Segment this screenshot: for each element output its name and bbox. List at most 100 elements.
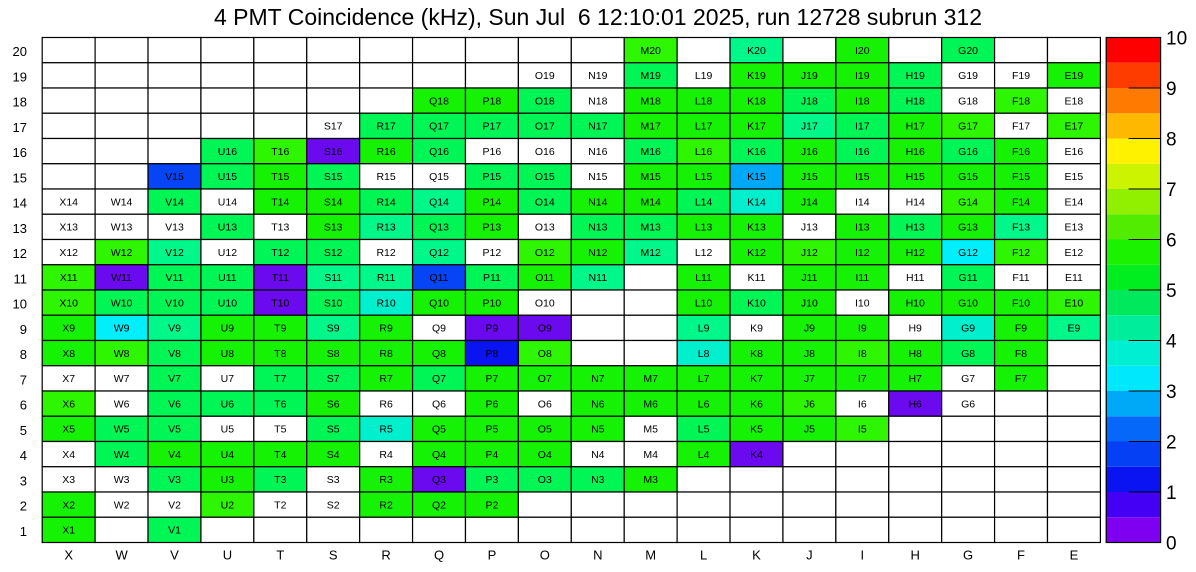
svg-text:U7: U7 [221,373,235,385]
svg-text:H6: H6 [908,398,922,410]
svg-text:V15: V15 [165,171,184,183]
svg-text:M3: M3 [643,474,658,486]
svg-text:U12: U12 [218,247,237,259]
svg-text:N7: N7 [591,373,605,385]
svg-text:L18: L18 [695,95,713,107]
svg-text:M20: M20 [640,45,661,57]
svg-text:P5: P5 [485,424,498,436]
svg-text:U2: U2 [221,499,235,511]
svg-text:R17: R17 [376,121,395,133]
svg-text:0: 0 [1166,533,1177,554]
svg-text:U9: U9 [221,323,235,335]
svg-text:G8: G8 [961,348,975,360]
svg-text:W14: W14 [111,196,133,208]
svg-text:H11: H11 [906,272,925,284]
svg-text:O13: O13 [535,222,555,234]
svg-text:11: 11 [14,271,28,286]
svg-text:X3: X3 [62,474,75,486]
svg-text:S4: S4 [327,449,340,461]
svg-text:K7: K7 [750,373,763,385]
svg-text:W4: W4 [114,449,130,461]
svg-text:K: K [752,547,761,562]
svg-text:I12: I12 [855,247,870,259]
svg-text:V7: V7 [168,373,181,385]
svg-text:J18: J18 [801,95,818,107]
svg-text:M18: M18 [640,95,661,107]
svg-text:P12: P12 [483,247,502,259]
svg-text:L15: L15 [695,171,713,183]
svg-text:S10: S10 [324,297,343,309]
svg-text:J16: J16 [801,146,818,158]
svg-text:S14: S14 [324,196,343,208]
svg-text:N17: N17 [588,121,607,133]
svg-text:F19: F19 [1012,70,1030,82]
svg-text:M13: M13 [640,222,661,234]
svg-text:Q5: Q5 [432,424,446,436]
svg-text:12: 12 [13,246,27,261]
svg-text:N: N [593,547,602,562]
svg-text:O12: O12 [535,247,555,259]
svg-text:U3: U3 [221,474,235,486]
svg-text:T11: T11 [272,272,289,284]
svg-text:7: 7 [1166,180,1177,201]
svg-text:K5: K5 [750,424,763,436]
svg-text:F15: F15 [1012,171,1030,183]
svg-text:W12: W12 [111,247,133,259]
svg-text:E15: E15 [1065,171,1084,183]
svg-text:K14: K14 [747,196,766,208]
svg-text:10: 10 [13,297,27,312]
svg-text:U14: U14 [218,196,237,208]
svg-text:V2: V2 [168,499,181,511]
svg-text:20: 20 [13,44,27,59]
svg-text:I: I [860,547,864,562]
svg-text:V8: V8 [168,348,181,360]
svg-text:V14: V14 [165,196,184,208]
svg-text:3: 3 [20,473,27,488]
svg-text:O4: O4 [538,449,552,461]
svg-text:G12: G12 [958,247,978,259]
svg-text:F8: F8 [1015,348,1027,360]
svg-text:E19: E19 [1065,70,1084,82]
svg-text:S17: S17 [324,121,343,133]
svg-text:F13: F13 [1012,222,1030,234]
svg-text:I5: I5 [858,424,867,436]
svg-text:1: 1 [1166,483,1177,504]
svg-text:K10: K10 [747,297,766,309]
svg-text:V11: V11 [166,272,184,284]
svg-text:W: W [115,547,128,562]
svg-text:T13: T13 [271,222,289,234]
svg-text:N15: N15 [588,171,607,183]
svg-text:O16: O16 [535,146,555,158]
svg-text:L4: L4 [698,449,710,461]
svg-text:M6: M6 [643,398,658,410]
svg-text:O14: O14 [535,196,555,208]
svg-text:5: 5 [1166,281,1177,302]
svg-text:I15: I15 [855,171,870,183]
svg-text:N18: N18 [588,95,607,107]
svg-text:H: H [911,547,920,562]
svg-text:R6: R6 [379,398,393,410]
svg-text:Q17: Q17 [429,121,449,133]
svg-text:L6: L6 [698,398,710,410]
svg-text:R4: R4 [379,449,393,461]
svg-text:T: T [276,547,284,562]
svg-text:E14: E14 [1065,196,1084,208]
svg-text:I13: I13 [855,222,870,234]
svg-text:F14: F14 [1012,196,1030,208]
svg-text:V9: V9 [168,323,181,335]
svg-text:F10: F10 [1012,297,1030,309]
svg-text:W11: W11 [111,272,132,284]
svg-text:L14: L14 [695,196,713,208]
svg-text:1: 1 [20,524,27,539]
svg-text:J11: J11 [801,272,817,284]
svg-text:G7: G7 [961,373,975,385]
svg-text:N14: N14 [588,196,607,208]
svg-text:R: R [381,547,390,562]
svg-text:19: 19 [13,69,27,84]
svg-text:L12: L12 [695,247,713,259]
svg-text:S12: S12 [324,247,343,259]
svg-text:R7: R7 [379,373,393,385]
svg-text:K12: K12 [747,247,766,259]
svg-text:V10: V10 [165,297,184,309]
svg-text:K4: K4 [750,449,763,461]
